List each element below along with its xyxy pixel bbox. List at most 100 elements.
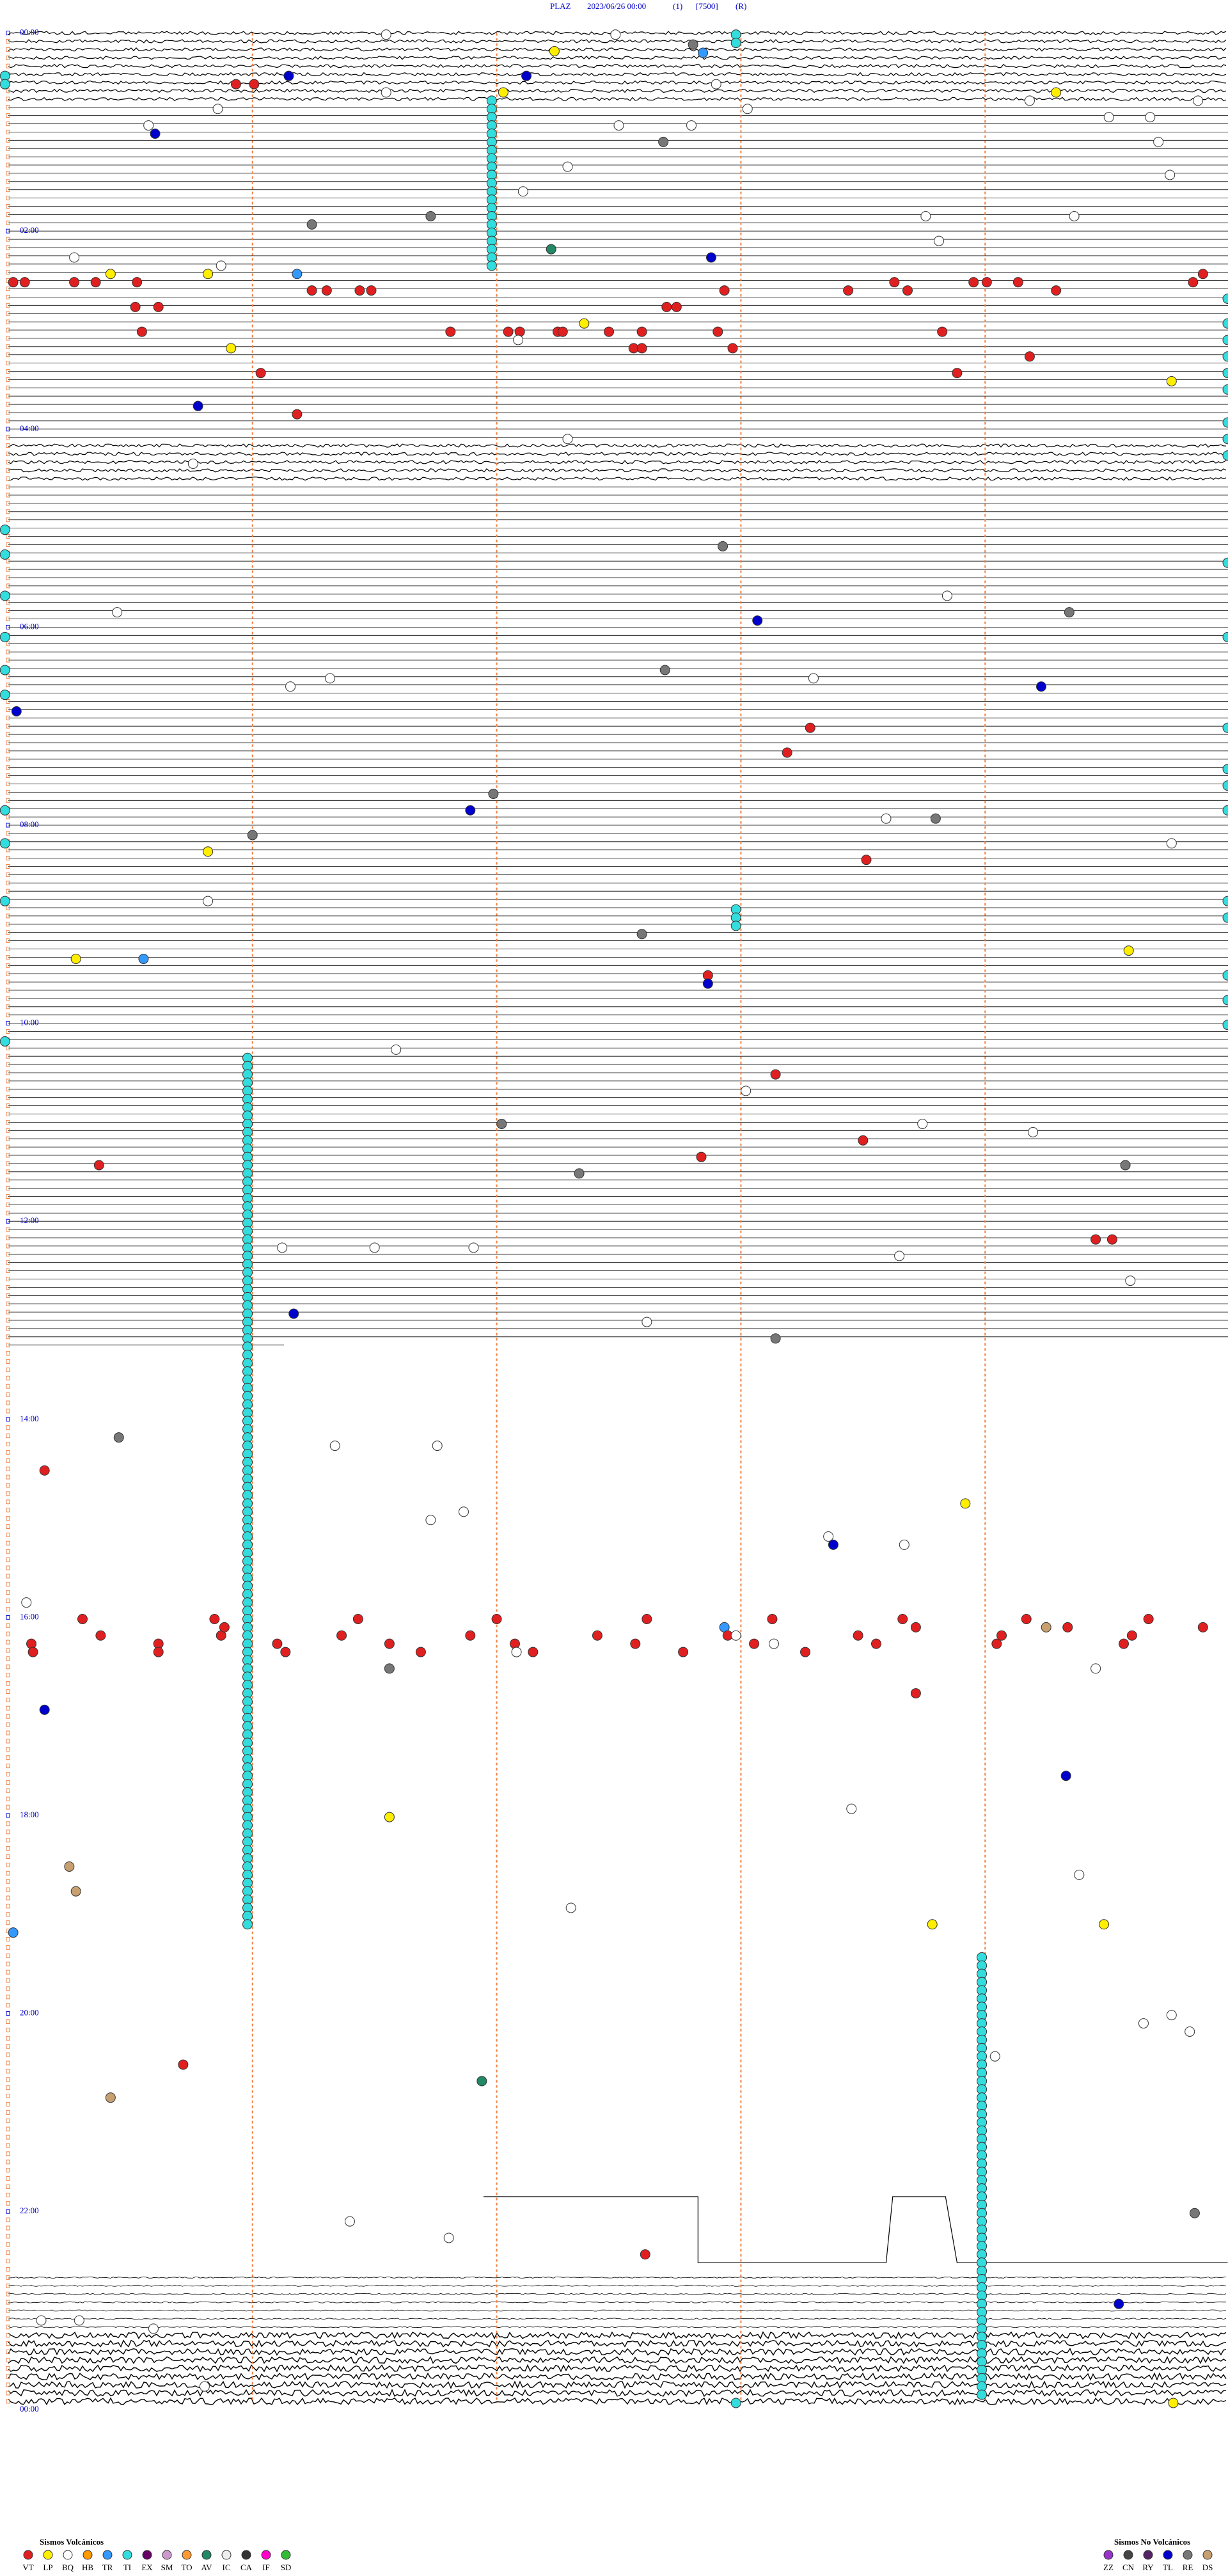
legend-label: RE: [1183, 2563, 1193, 2572]
legend-label: HB: [82, 2563, 93, 2572]
row-marker: [6, 2275, 10, 2280]
trace: [8, 2326, 1227, 2328]
row-marker: [6, 1284, 10, 1290]
event-marker: [384, 1812, 395, 1822]
legend-swatch: [241, 2550, 251, 2560]
event-marker: [249, 79, 260, 90]
row-marker: [6, 212, 10, 217]
trace: [8, 2284, 1227, 2287]
event-marker: [105, 269, 116, 280]
event-marker: [77, 1613, 88, 1624]
trace: [8, 2309, 1227, 2312]
event-marker: [610, 29, 621, 40]
row-marker: [6, 1615, 10, 1620]
event-marker: [902, 285, 913, 296]
event-marker: [1118, 1638, 1129, 1649]
row-marker: [6, 2035, 10, 2041]
event-marker: [486, 260, 497, 271]
row-marker: [6, 1549, 10, 1554]
row-marker: [6, 1796, 10, 1801]
event-marker: [1103, 112, 1114, 123]
event-marker: [730, 2398, 741, 2408]
row-marker: [6, 963, 10, 968]
event-marker: [960, 1498, 971, 1509]
legend-swatch: [1103, 2550, 1114, 2560]
event-marker: [828, 1539, 838, 1550]
event-marker: [1099, 1919, 1110, 1930]
event-marker: [981, 277, 992, 288]
row-marker: [6, 476, 10, 481]
row-marker: [6, 880, 10, 885]
row-marker: [6, 773, 10, 778]
row-marker: [6, 187, 10, 193]
row-marker: [6, 2217, 10, 2222]
row-marker: [6, 1722, 10, 1727]
row-marker: [6, 1995, 10, 2000]
event-marker: [70, 953, 81, 964]
event-marker: [1222, 318, 1228, 329]
legend-label: SM: [161, 2563, 173, 2572]
legend-volcanic: Sismos Volcánicos VT LP BQ HB TR TI EX SM TO AV IC C…: [22, 2537, 291, 2572]
event-marker: [920, 210, 931, 221]
row-marker: [6, 1119, 10, 1125]
event-marker: [1153, 136, 1164, 147]
event-marker: [636, 343, 647, 354]
row-marker: [6, 287, 10, 291]
time-label: 16:00: [20, 1611, 39, 1621]
row-marker: [6, 1384, 10, 1389]
event-marker: [770, 1069, 781, 1080]
row-marker: [6, 2151, 10, 2156]
event-marker: [730, 921, 741, 931]
event-marker: [521, 70, 532, 81]
row-marker: [6, 608, 10, 613]
event-marker: [1185, 2026, 1195, 2037]
row-marker: [6, 864, 10, 869]
time-label: 18:00: [20, 1810, 39, 1819]
event-marker: [476, 2076, 487, 2087]
event-marker: [344, 2216, 355, 2227]
row-marker: [6, 1821, 10, 1826]
row-marker: [6, 311, 10, 316]
event-marker: [199, 2381, 210, 2392]
event-marker: [1166, 375, 1177, 386]
event-marker: [136, 326, 147, 337]
row-marker: [6, 1681, 10, 1686]
trace: [8, 2301, 1227, 2303]
event-marker: [770, 1333, 781, 1344]
event-marker: [517, 186, 528, 197]
row-marker: [6, 129, 10, 134]
event-marker: [661, 301, 672, 312]
event-marker: [369, 1242, 380, 1253]
event-marker: [899, 1539, 909, 1550]
event-marker: [1120, 1160, 1131, 1171]
row-marker: [6, 344, 10, 349]
event-marker: [968, 277, 979, 288]
row-marker: [6, 2308, 10, 2313]
event-marker: [415, 1647, 426, 1657]
event-marker: [321, 285, 332, 296]
trace: [8, 2397, 1227, 2406]
event-marker: [283, 70, 294, 81]
event-marker: [1222, 805, 1228, 816]
row-marker: [6, 1557, 10, 1562]
event-marker: [216, 260, 226, 271]
row-marker: [6, 1590, 10, 1595]
row-marker: [6, 2052, 10, 2057]
row-marker: [6, 2390, 10, 2396]
event-marker: [934, 235, 945, 246]
event-marker: [1189, 2208, 1200, 2218]
event-marker: [242, 1919, 253, 1930]
row-marker: [6, 2316, 10, 2321]
row-marker: [6, 1640, 10, 1645]
row-marker: [6, 2242, 10, 2247]
event-marker: [1188, 277, 1199, 288]
legend-label: LP: [43, 2563, 52, 2572]
event-marker: [391, 1044, 402, 1055]
event-marker: [696, 1151, 707, 1162]
event-marker: [889, 277, 900, 288]
row-marker: [6, 39, 10, 43]
row-marker: [6, 1079, 10, 1084]
event-marker: [1168, 2398, 1179, 2408]
row-marker: [6, 2300, 10, 2305]
event-marker: [1051, 285, 1062, 296]
